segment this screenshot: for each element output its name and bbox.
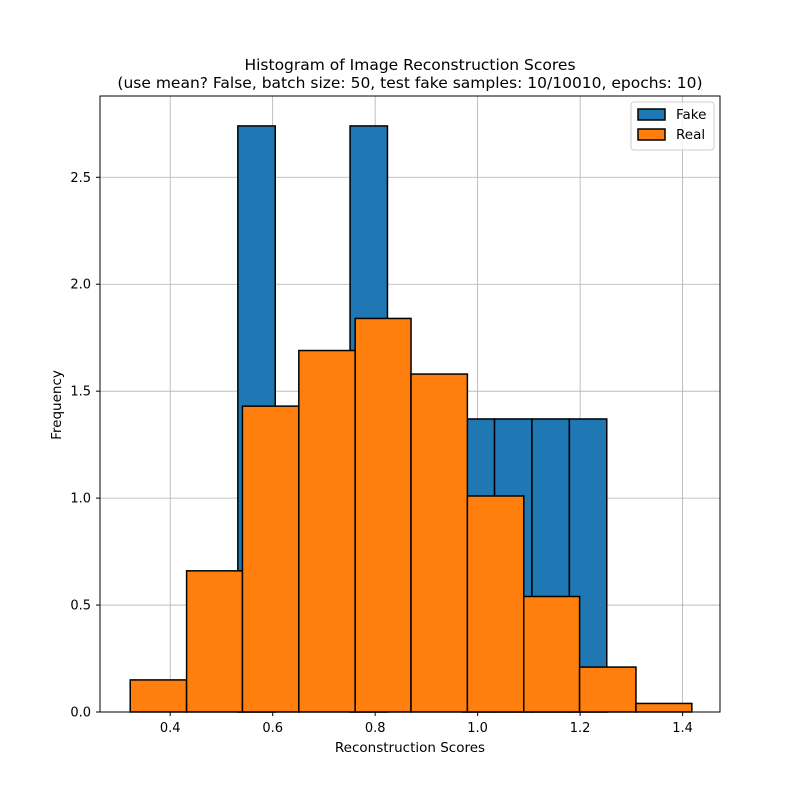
x-tick-label: 0.8 xyxy=(365,721,386,736)
x-tick-label: 0.4 xyxy=(160,721,181,736)
y-tick-label: 0.5 xyxy=(70,599,91,614)
plot-frame xyxy=(99,95,721,713)
y-tick-label: 2.5 xyxy=(70,171,91,186)
series-real-bars xyxy=(129,317,693,713)
x-tick-label: 1.4 xyxy=(672,721,693,736)
bar-real xyxy=(354,317,412,713)
bar-real xyxy=(466,495,525,713)
bar-real xyxy=(523,595,581,713)
x-tick-label: 1.2 xyxy=(570,721,591,736)
y-tick-label: 1.0 xyxy=(70,492,91,507)
y-axis-label: Frequency xyxy=(49,370,65,440)
bar-real xyxy=(129,679,188,713)
bar-real xyxy=(635,702,693,713)
y-axis-ticks: 0.0 0.5 1.0 1.5 2.0 2.5 xyxy=(70,171,100,721)
legend: Fake Real xyxy=(630,101,715,151)
bar-real xyxy=(410,373,469,713)
y-tick-label: 0.0 xyxy=(70,706,91,721)
y-tick-label: 1.5 xyxy=(70,385,91,400)
x-axis-ticks: 0.4 0.6 0.8 1.0 1.2 1.4 xyxy=(160,712,693,736)
legend-swatch-fake xyxy=(637,108,666,121)
legend-label-fake: Fake xyxy=(676,107,706,123)
bar-real xyxy=(578,666,637,713)
bar-real xyxy=(185,570,244,713)
chart-title: Histogram of Image Reconstruction Scores xyxy=(244,56,575,74)
bar-real xyxy=(298,349,356,713)
x-tick-label: 0.6 xyxy=(262,721,283,736)
y-tick-label: 2.0 xyxy=(70,278,91,293)
legend-label-real: Real xyxy=(676,127,705,143)
bar-real xyxy=(241,405,300,713)
x-tick-label: 1.0 xyxy=(467,721,488,736)
chart-subtitle: (use mean? False, batch size: 50, test f… xyxy=(117,74,702,92)
legend-swatch-real xyxy=(637,128,666,141)
x-axis-label: Reconstruction Scores xyxy=(335,740,485,756)
